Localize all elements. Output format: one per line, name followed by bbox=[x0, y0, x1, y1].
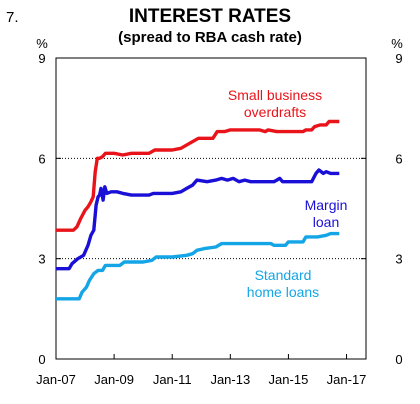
y-tick-label-left: 0 bbox=[38, 352, 45, 367]
y-tick-label-right: 9 bbox=[395, 51, 402, 66]
y-unit-right: % bbox=[391, 36, 403, 51]
y-tick-label-left: 6 bbox=[38, 151, 45, 166]
y-tick-label-left: 3 bbox=[38, 252, 45, 267]
series-label-2-line-1: home loans bbox=[247, 284, 319, 300]
axis-ticks: 0 0 3 3 6 6 9 9 Jan-07 Jan-09 Jan-11 Jan-13 Jan-15 Ja… bbox=[36, 51, 402, 387]
plot-area-frame bbox=[55, 57, 367, 360]
series-label-0-line-1: overdrafts bbox=[244, 104, 306, 120]
y-tick-label-left: 9 bbox=[38, 51, 45, 66]
x-tick-label: Jan-09 bbox=[94, 372, 134, 387]
series-lines bbox=[56, 119, 340, 301]
series-line-2 bbox=[56, 231, 340, 301]
series-label-1-line-0: Margin bbox=[305, 197, 348, 213]
x-tick-label: Jan-17 bbox=[327, 372, 367, 387]
x-tick-label: Jan-13 bbox=[210, 372, 250, 387]
y-unit-left: % bbox=[36, 36, 48, 51]
series-label-2-line-0: Standard bbox=[255, 267, 312, 283]
x-tick-label: Jan-15 bbox=[269, 372, 309, 387]
x-tick-label: Jan-11 bbox=[153, 372, 192, 387]
series-label-1-line-1: loan bbox=[313, 214, 339, 230]
gridlines bbox=[56, 157, 366, 260]
y-tick-label-right: 0 bbox=[395, 352, 402, 367]
x-tick-label: Jan-07 bbox=[36, 372, 76, 387]
figure-number: 7. bbox=[6, 9, 19, 26]
y-tick-label-right: 6 bbox=[395, 151, 402, 166]
y-tick-label-right: 3 bbox=[395, 252, 402, 267]
series-line-0 bbox=[56, 119, 340, 232]
chart-title: INTEREST RATES bbox=[129, 6, 291, 27]
chart-subtitle: (spread to RBA cash rate) bbox=[118, 29, 302, 46]
series-label-0-line-0: Small business bbox=[228, 87, 322, 103]
series-line-1 bbox=[56, 168, 340, 271]
